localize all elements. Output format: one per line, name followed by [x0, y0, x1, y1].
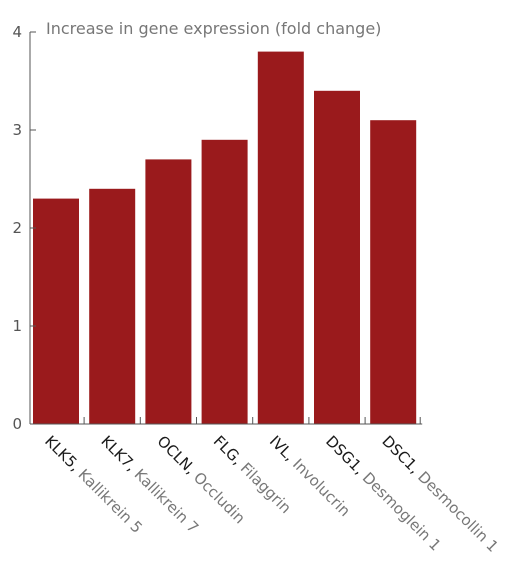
bar-6	[370, 120, 417, 424]
bar-3	[201, 139, 248, 425]
bar-4	[257, 51, 304, 424]
bar-0	[33, 198, 79, 424]
y-tick-label-4: 4	[12, 23, 22, 41]
bars-group	[33, 51, 417, 425]
y-tick-label-3: 3	[12, 121, 22, 139]
y-tick-label-1: 1	[12, 317, 22, 335]
bar-2	[145, 159, 192, 424]
bar-1	[89, 188, 136, 424]
y-tick-label-2: 2	[12, 219, 22, 237]
category-label-1: KLK7, Kallikrein 7	[97, 432, 202, 537]
y-axis-label: Increase in gene expression (fold change…	[46, 19, 381, 38]
category-label-0: KLK5, Kallikrein 5	[41, 432, 146, 537]
bar-5	[314, 90, 360, 425]
axes-group	[29, 31, 423, 425]
y-tick-label-0: 0	[12, 415, 22, 433]
